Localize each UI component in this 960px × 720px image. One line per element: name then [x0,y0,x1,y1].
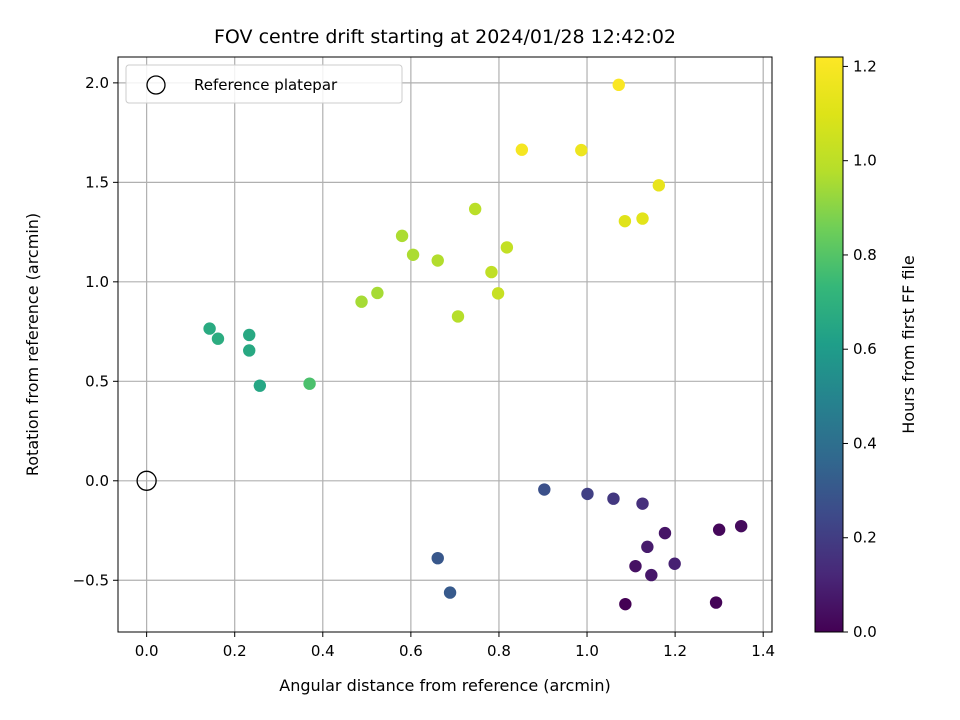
x-tick-label: 1.0 [575,642,599,660]
data-point [607,492,620,505]
data-point [629,559,642,573]
data-point [303,377,316,390]
data-point [371,286,384,300]
data-point [243,328,256,342]
x-axis-ticks: 0.0 0.2 0.4 0.6 0.8 1.0 1.2 1.4 [135,632,775,660]
data-point [658,526,672,540]
grid-lines [118,57,772,632]
colorbar-tick-label: 0.8 [853,246,877,264]
data-point [612,78,625,92]
data-point [581,487,594,501]
colorbar-label: Hours from first FF file [899,255,918,434]
data-point [468,202,482,216]
chart-title: FOV centre drift starting at 2024/01/28 … [214,26,676,48]
reference-marker [136,470,157,491]
data-points [203,78,748,611]
data-point [443,586,457,599]
x-tick-label: 0.0 [135,642,159,660]
y-axis-ticks: −0.5 0.0 0.5 1.0 1.5 2.0 [73,74,118,589]
data-point [406,248,420,261]
x-tick-label: 0.2 [223,642,247,660]
data-point [253,379,267,392]
colorbar-tick-label: 0.0 [853,623,877,641]
legend: Reference platepar [125,64,403,104]
legend-box [125,64,403,104]
data-point [668,557,681,570]
x-tick-label: 1.4 [751,642,775,660]
data-point [451,310,465,323]
data-point [575,143,588,157]
data-point [734,519,748,533]
legend-label-reference: Reference platepar [194,76,338,94]
data-point [645,568,658,582]
colorbar-tick-label: 0.2 [853,529,877,547]
data-point [211,332,225,345]
data-point [709,596,723,609]
x-tick-label: 0.4 [311,642,335,660]
data-point [712,523,726,536]
x-axis-label: Angular distance from reference (arcmin) [279,676,610,695]
data-point [641,540,654,554]
colorbar-tick-label: 0.6 [853,340,877,358]
y-tick-label: 0.5 [85,372,109,390]
reference-point [136,470,157,491]
x-tick-label: 1.2 [663,642,687,660]
y-tick-label: 1.0 [85,273,109,291]
data-point [485,265,498,279]
y-tick-label: 0.0 [85,472,109,490]
data-point [538,483,551,496]
plot-frame [117,56,773,633]
data-point [515,143,529,156]
y-tick-label: −0.5 [73,571,109,589]
data-point [431,551,444,565]
colorbar-tick-label: 1.2 [853,57,877,75]
data-point [619,597,632,611]
data-point [491,287,505,300]
data-point [203,322,216,335]
data-point [636,212,649,225]
colorbar [814,56,844,633]
data-point [652,179,666,192]
data-point [395,229,409,243]
colorbar-ticks: 0.0 0.2 0.4 0.6 0.8 1.0 1.2 [843,57,877,641]
data-point [636,497,649,510]
colorbar-tick-label: 0.4 [853,434,877,452]
x-tick-label: 0.8 [487,642,511,660]
data-point [500,241,514,254]
data-point [618,214,632,228]
y-tick-label: 2.0 [85,74,109,92]
y-tick-label: 1.5 [85,173,109,191]
data-point [243,344,256,357]
x-tick-label: 0.6 [399,642,423,660]
legend-marker-reference [146,75,166,95]
y-axis-label: Rotation from reference (arcmin) [23,213,42,476]
data-point [355,295,368,308]
data-point [431,254,444,267]
colorbar-tick-label: 1.0 [853,152,877,170]
